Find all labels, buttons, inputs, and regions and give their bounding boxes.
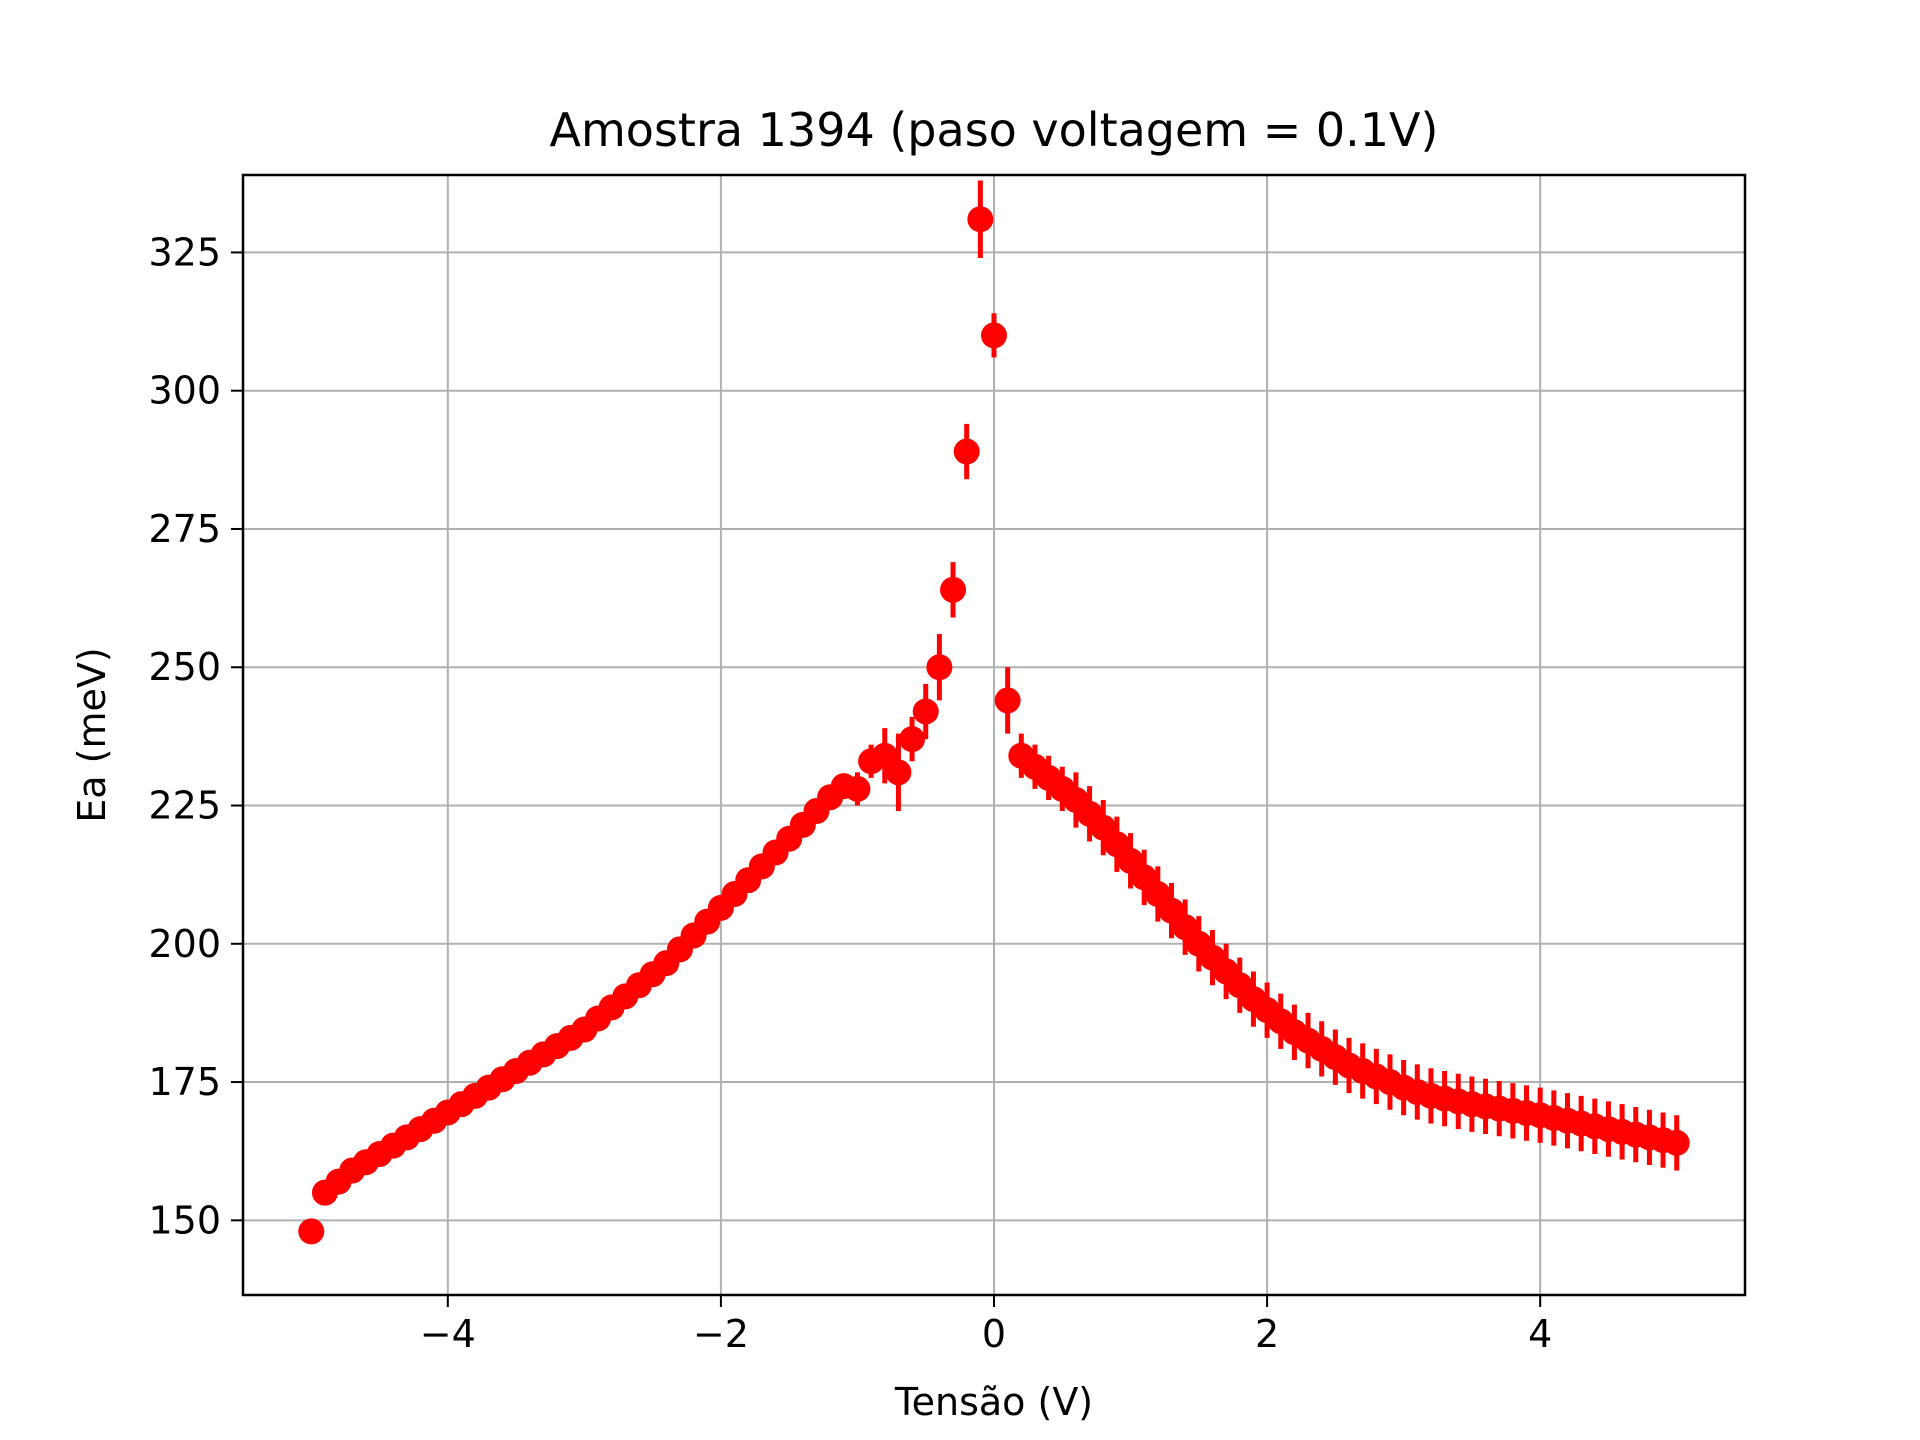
- y-tick-label: 200: [148, 922, 221, 966]
- x-tick-label: 0: [982, 1312, 1006, 1356]
- y-tick-label: 300: [148, 369, 221, 413]
- y-tick-label: 225: [148, 784, 221, 828]
- y-tick-label: 175: [148, 1060, 221, 1104]
- x-axis-label: Tensão (V): [894, 1380, 1093, 1424]
- data-point: [899, 726, 926, 753]
- data-point: [298, 1218, 325, 1245]
- grid-lines: [243, 175, 1745, 1295]
- data-point: [994, 687, 1021, 714]
- x-tick-label: −4: [420, 1312, 476, 1356]
- data-point: [940, 576, 967, 603]
- x-tick-label: −2: [693, 1312, 749, 1356]
- x-tick-label: 4: [1528, 1312, 1552, 1356]
- x-tick-label: 2: [1255, 1312, 1279, 1356]
- axis-ticks: −4 −2 0 2 4 150 175 200 225 250 275 300 325: [148, 230, 1552, 1356]
- data-point: [844, 775, 871, 802]
- y-axis-label: Ea (meV): [70, 647, 114, 822]
- data-point: [981, 322, 1007, 349]
- data-point: [1663, 1129, 1690, 1156]
- data-point: [967, 206, 994, 233]
- data-point: [926, 654, 953, 681]
- data-point: [953, 438, 980, 465]
- chart-title: Amostra 1394 (paso voltagem = 0.1V): [550, 103, 1439, 157]
- y-tick-label: 275: [148, 507, 221, 551]
- y-tick-label: 150: [148, 1198, 221, 1242]
- y-tick-label: 325: [148, 230, 221, 274]
- data-point: [912, 698, 939, 725]
- data-point: [885, 759, 912, 786]
- y-tick-label: 250: [148, 645, 221, 689]
- data-series: [298, 180, 1690, 1245]
